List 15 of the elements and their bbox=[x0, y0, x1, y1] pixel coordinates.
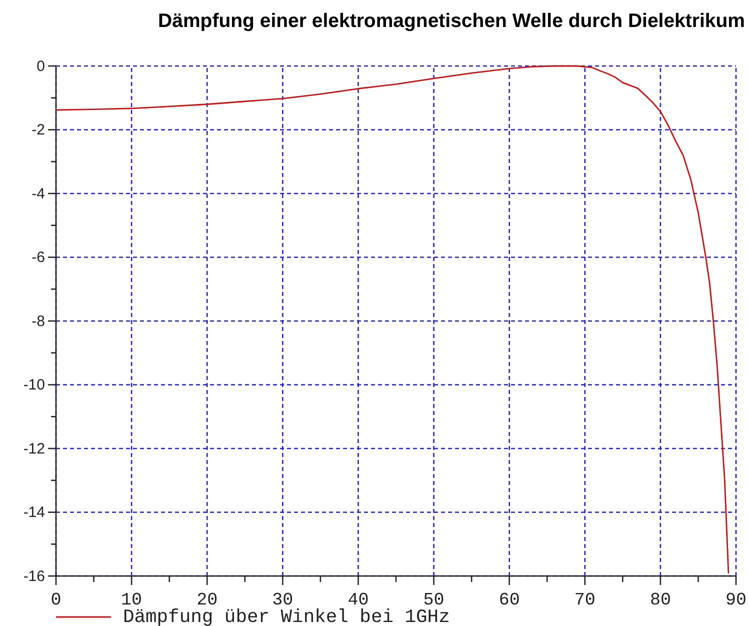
x-tick-label: 60 bbox=[498, 590, 520, 611]
y-tick-label: -12 bbox=[23, 440, 45, 458]
x-tick-label: 80 bbox=[650, 590, 671, 611]
y-tick-label: -16 bbox=[23, 568, 45, 585]
y-tick-label: -6 bbox=[32, 249, 45, 266]
y-tick-label: 0 bbox=[36, 58, 45, 75]
x-tick-label: 70 bbox=[574, 590, 596, 611]
y-tick-label: -10 bbox=[23, 376, 45, 394]
y-tick-label: -2 bbox=[32, 122, 45, 139]
x-tick-label: 0 bbox=[50, 590, 62, 611]
y-tick-label: -14 bbox=[23, 504, 45, 522]
y-tick-label: -8 bbox=[32, 312, 45, 330]
x-tick-label: 90 bbox=[725, 590, 747, 611]
chart-title: Dämpfung einer elektromagnetischen Welle durch Dielektrikum bbox=[158, 10, 745, 32]
y-tick-label: -4 bbox=[32, 185, 45, 202]
